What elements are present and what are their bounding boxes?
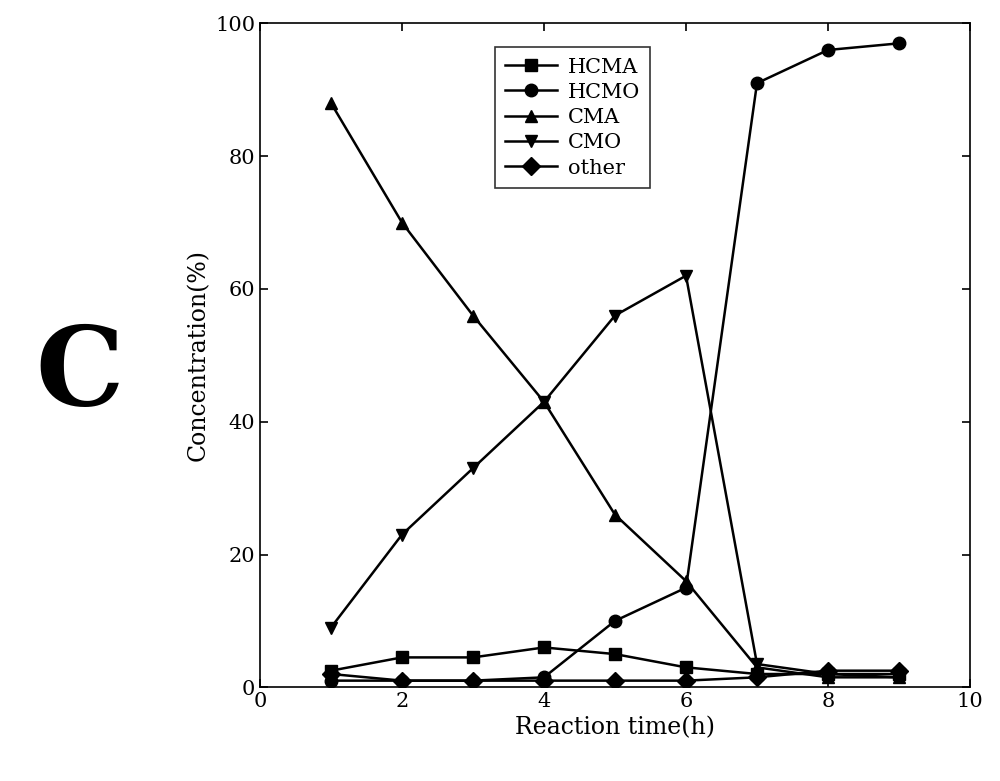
HCMA (751, 669, 763, 679)
HCMO (467, 676, 479, 686)
other (680, 676, 692, 686)
CMA (467, 311, 479, 320)
HCMO (680, 583, 692, 592)
CMA (609, 510, 621, 519)
CMA (396, 218, 408, 227)
CMA (325, 98, 337, 108)
CMO (893, 672, 905, 682)
other (609, 676, 621, 686)
other (396, 676, 408, 686)
HCMO (609, 616, 621, 626)
CMO (609, 311, 621, 320)
HCMO (893, 39, 905, 48)
Text: C: C (36, 321, 124, 429)
other (467, 676, 479, 686)
Line: HCMA: HCMA (325, 641, 905, 680)
other (751, 672, 763, 682)
CMO (751, 659, 763, 669)
HCMA (538, 643, 550, 652)
HCMA (893, 669, 905, 679)
Line: HCMO: HCMO (325, 37, 905, 687)
HCMO (822, 45, 834, 55)
Legend: HCMA, HCMO, CMA, CMO, other: HCMA, HCMO, CMA, CMO, other (495, 47, 650, 188)
HCMA (680, 662, 692, 672)
other (893, 666, 905, 676)
HCMO (325, 676, 337, 686)
Y-axis label: Concentration(%): Concentration(%) (186, 249, 209, 462)
CMO (680, 271, 692, 280)
HCMA (325, 666, 337, 676)
HCMO (396, 676, 408, 686)
Line: CMA: CMA (325, 97, 905, 683)
CMA (538, 398, 550, 407)
CMO (325, 623, 337, 633)
Line: CMO: CMO (325, 269, 905, 683)
Line: other: other (325, 665, 905, 687)
other (822, 666, 834, 676)
other (325, 669, 337, 679)
CMA (893, 672, 905, 682)
HCMO (751, 79, 763, 88)
HCMA (396, 653, 408, 662)
HCMA (822, 669, 834, 679)
CMA (822, 672, 834, 682)
other (538, 676, 550, 686)
CMO (396, 530, 408, 540)
CMA (680, 576, 692, 586)
CMO (538, 398, 550, 407)
HCMO (538, 672, 550, 682)
HCMA (609, 650, 621, 659)
CMA (751, 662, 763, 672)
CMO (822, 669, 834, 679)
X-axis label: Reaction time(h): Reaction time(h) (515, 717, 715, 740)
CMO (467, 464, 479, 473)
HCMA (467, 653, 479, 662)
